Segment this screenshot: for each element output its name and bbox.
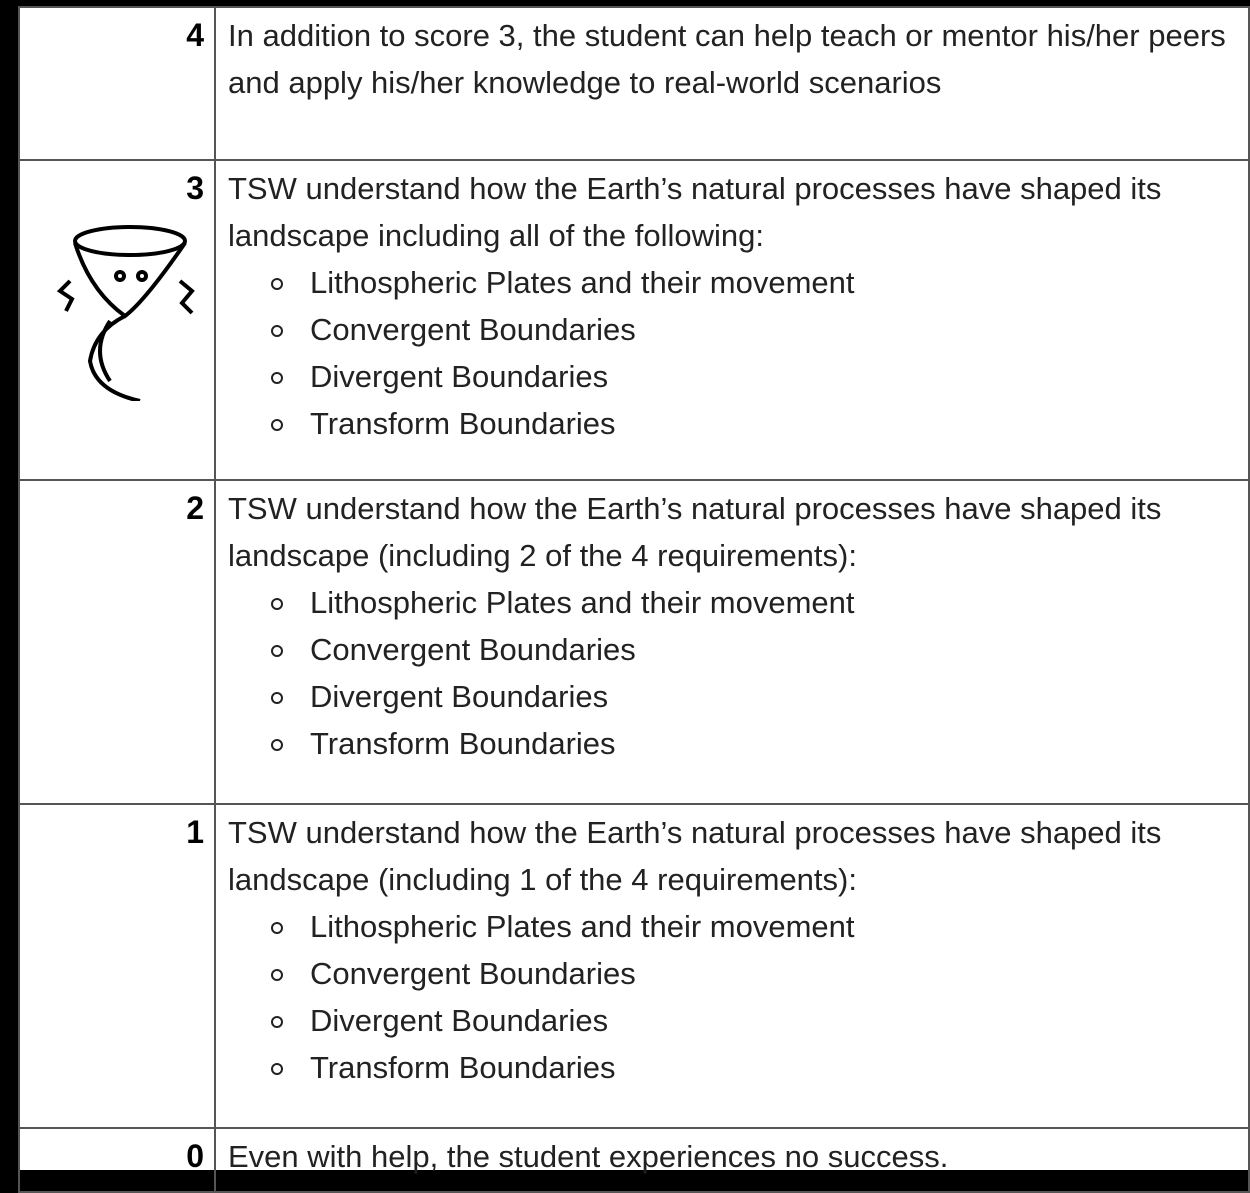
rubric-row: 3 TSW understand how the Earth’s natural … <box>18 159 1250 481</box>
requirement-text: Convergent Boundaries <box>310 312 636 347</box>
score-cell: 3 <box>18 159 216 481</box>
description: In addition to score 3, the student can … <box>228 18 1226 100</box>
bullet <box>271 739 283 751</box>
requirement: Lithospheric Plates and their movement <box>270 903 1238 950</box>
bullet <box>271 598 283 610</box>
requirement: Divergent Boundaries <box>270 673 1238 720</box>
description: TSW understand how the Earth’s natural p… <box>228 171 1162 253</box>
requirement-text: Lithospheric Plates and their movement <box>310 265 855 300</box>
description-cell: TSW understand how the Earth’s natural p… <box>214 159 1250 481</box>
bullet <box>271 278 283 290</box>
score-cell: 0 <box>18 1127 216 1193</box>
score: 0 <box>186 1138 204 1174</box>
requirement: Transform Boundaries <box>270 1044 1238 1091</box>
requirement-text: Transform Boundaries <box>310 406 616 441</box>
bullet <box>271 419 283 431</box>
score-cell: 4 <box>18 6 216 161</box>
requirement-text: Lithospheric Plates and their movement <box>310 585 855 620</box>
requirement: Lithospheric Plates and their movement <box>270 259 1238 306</box>
requirement-text: Convergent Boundaries <box>310 632 636 667</box>
requirement-list: Lithospheric Plates and their movement Co… <box>228 903 1238 1091</box>
requirement-list: Lithospheric Plates and their movement Co… <box>228 579 1238 767</box>
requirement: Convergent Boundaries <box>270 306 1238 353</box>
requirement: Divergent Boundaries <box>270 353 1238 400</box>
bullet <box>271 1063 283 1075</box>
requirement-text: Divergent Boundaries <box>310 359 609 394</box>
rubric-row: 4 In addition to score 3, the student can… <box>18 6 1250 161</box>
tornado-icon <box>56 225 195 401</box>
description-cell: TSW understand how the Earth’s natural p… <box>214 479 1250 805</box>
score: 2 <box>186 490 204 526</box>
requirement: Convergent Boundaries <box>270 950 1238 997</box>
requirement-text: Divergent Boundaries <box>310 1003 609 1038</box>
bullet <box>271 325 283 337</box>
rubric-table: 4 In addition to score 3, the student can… <box>18 6 1250 1193</box>
score: 4 <box>186 17 204 53</box>
score-cell: 1 <box>18 803 216 1129</box>
bullet <box>271 922 283 934</box>
description-cell: In addition to score 3, the student can … <box>214 6 1250 161</box>
requirement-text: Convergent Boundaries <box>310 956 636 991</box>
requirement: Transform Boundaries <box>270 400 1238 447</box>
bullet <box>271 372 283 384</box>
rubric-row: 1 TSW understand how the Earth’s natural … <box>18 803 1250 1129</box>
rubric-sheet: 4 In addition to score 3, the student can… <box>18 6 1250 1193</box>
requirement-text: Transform Boundaries <box>310 726 616 761</box>
requirement-list: Lithospheric Plates and their movement Co… <box>228 259 1238 447</box>
description: Even with help, the student experiences … <box>228 1139 949 1174</box>
rubric-row: 0 Even with help, the student experiences… <box>18 1127 1250 1193</box>
requirement: Divergent Boundaries <box>270 997 1238 1044</box>
score: 3 <box>186 170 204 206</box>
requirement-text: Transform Boundaries <box>310 1050 616 1085</box>
requirement-text: Lithospheric Plates and their movement <box>310 909 855 944</box>
bullet <box>271 645 283 657</box>
description-cell: Even with help, the student experiences … <box>214 1127 1250 1193</box>
bullet <box>271 1016 283 1028</box>
score-cell: 2 <box>18 479 216 805</box>
requirement: Transform Boundaries <box>270 720 1238 767</box>
bullet <box>271 692 283 704</box>
requirement: Convergent Boundaries <box>270 626 1238 673</box>
requirement-text: Divergent Boundaries <box>310 679 609 714</box>
rubric-row: 2 TSW understand how the Earth’s natural … <box>18 479 1250 805</box>
description-cell: TSW understand how the Earth’s natural p… <box>214 803 1250 1129</box>
bullet <box>271 969 283 981</box>
score: 1 <box>186 814 204 850</box>
description: TSW understand how the Earth’s natural p… <box>228 491 1162 573</box>
description: TSW understand how the Earth’s natural p… <box>228 815 1162 897</box>
requirement: Lithospheric Plates and their movement <box>270 579 1238 626</box>
